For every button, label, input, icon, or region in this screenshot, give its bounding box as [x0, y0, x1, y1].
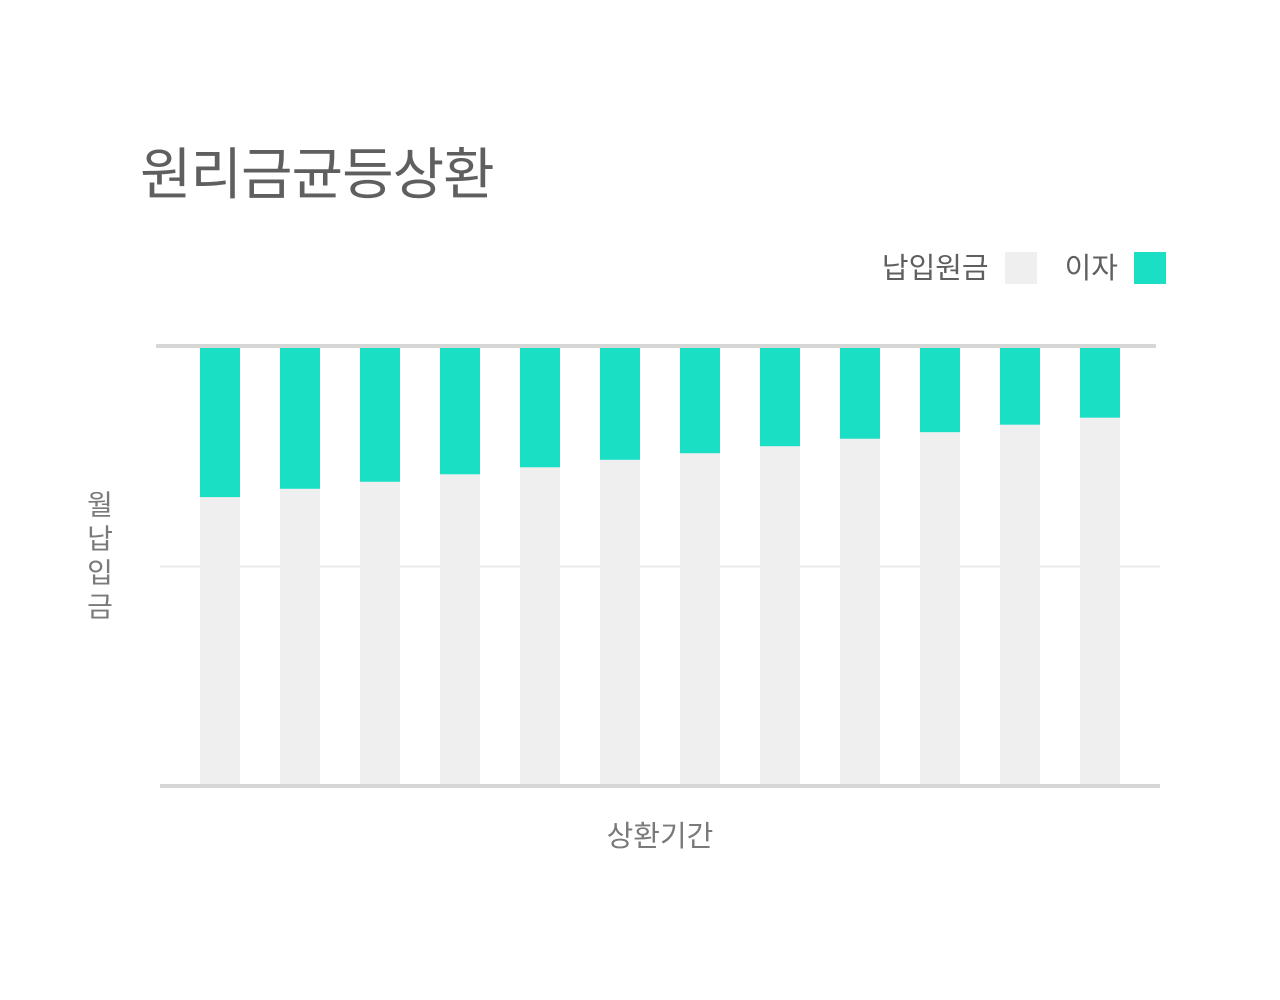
bar-interest-8 [760, 347, 800, 447]
bar-interest-3 [360, 347, 400, 482]
bar-interest-6 [600, 347, 640, 460]
bar-interest-12 [1080, 347, 1120, 418]
bar-principal-11 [1000, 424, 1040, 786]
bar-interest-1 [200, 347, 240, 498]
bar-principal-4 [440, 474, 480, 786]
bar-interest-11 [1000, 347, 1040, 425]
bar-principal-1 [200, 497, 240, 786]
bar-interest-4 [440, 347, 480, 475]
x-axis-label: 상환기간 [606, 819, 714, 853]
bar-interest-5 [520, 347, 560, 468]
bar-principal-9 [840, 438, 880, 786]
bar-principal-5 [520, 467, 560, 786]
bar-interest-7 [680, 347, 720, 454]
legend-label-principal: 납입원금 [881, 250, 989, 285]
chart-title: 원리금균등상환 [140, 143, 495, 208]
legend-item-principal: 납입원금 [882, 252, 1037, 284]
legend: 납입원금 이자 [882, 250, 1166, 286]
bar-interest-2 [280, 347, 320, 489]
bar-principal-2 [280, 488, 320, 786]
bar-principal-10 [920, 432, 960, 786]
bar-interest-9 [840, 347, 880, 439]
bar-interest-10 [920, 347, 960, 433]
bar-principal-6 [600, 459, 640, 786]
bar-principal-3 [360, 481, 400, 786]
y-axis-label: 월납입금 [82, 490, 115, 626]
legend-label-interest: 이자 [1064, 250, 1118, 285]
bar-principal-12 [1080, 417, 1120, 786]
bar-principal-7 [680, 453, 720, 786]
legend-swatch-principal [1004, 252, 1037, 284]
legend-swatch-interest [1134, 252, 1166, 284]
bar-principal-8 [760, 446, 800, 786]
legend-item-interest: 이자 [1065, 252, 1166, 284]
